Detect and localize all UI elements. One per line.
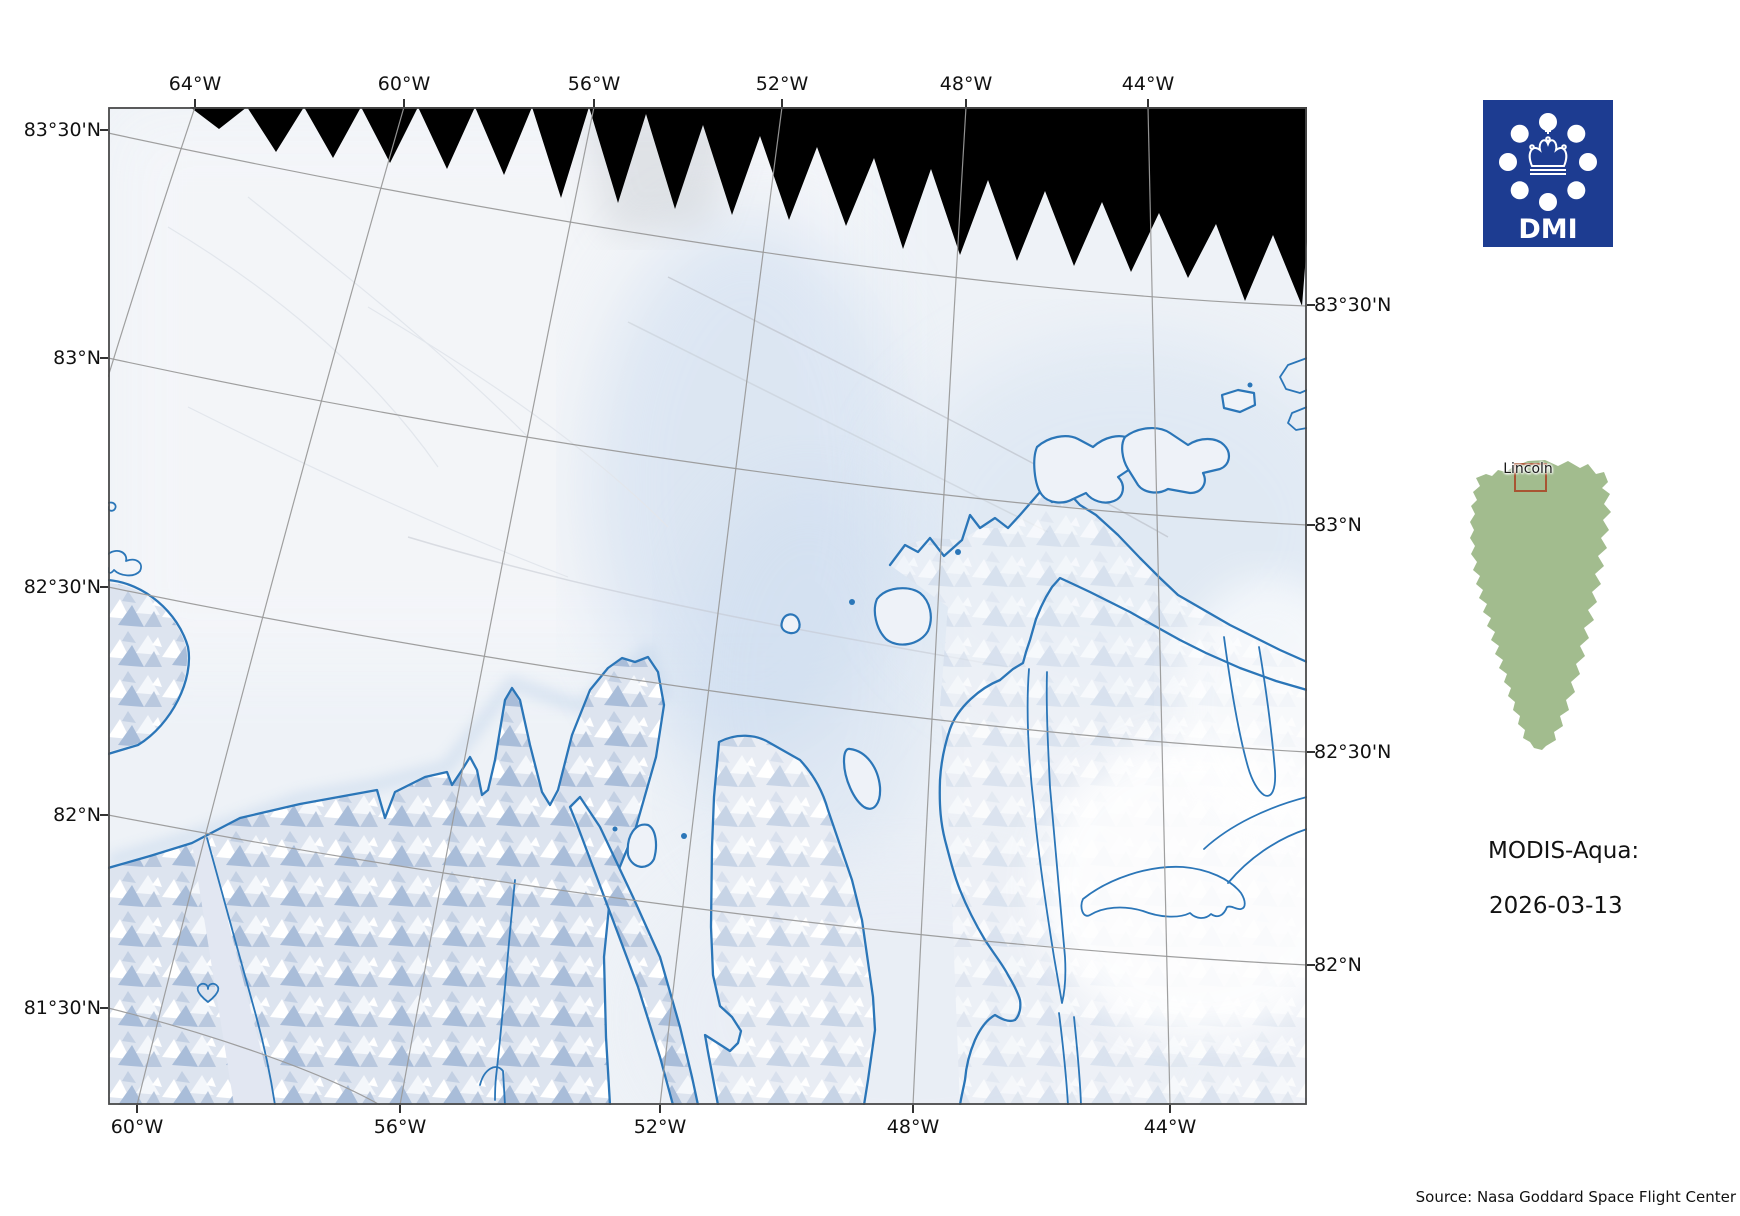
greenland-inset-map [1470, 460, 1611, 750]
bottom-tick-label: 56°W [373, 1116, 427, 1138]
tick-mark [136, 1105, 138, 1113]
tick-mark [1147, 99, 1149, 107]
greenland-silhouette [1470, 460, 1611, 750]
bottom-tick-label: 48°W [886, 1116, 940, 1138]
tick-mark [100, 357, 108, 359]
source-credit: Source: Nasa Goddard Space Flight Center [1415, 1188, 1736, 1206]
tick-mark [100, 814, 108, 816]
top-tick-label: 56°W [567, 73, 621, 95]
blade-ridge-peninsula [568, 795, 700, 1105]
left-tick-label: 83°N [53, 347, 101, 369]
right-tick-label: 82°N [1314, 954, 1362, 976]
product-date: 2026-03-13 [1489, 893, 1623, 919]
graticule-grid [108, 107, 1307, 1105]
left-tick-label: 82°N [53, 804, 101, 826]
tick-mark [1307, 524, 1315, 526]
tick-mark [781, 99, 783, 107]
tick-mark [912, 1105, 914, 1113]
top-tick-label: 44°W [1121, 73, 1175, 95]
dmi-logo-text: DMI [1518, 214, 1577, 245]
tick-mark [100, 1007, 108, 1009]
tick-mark [593, 99, 595, 107]
crown-icon [1528, 128, 1568, 175]
fjord-coastlines [888, 490, 1307, 1105]
satellite-map [108, 107, 1307, 1105]
left-dome-cape [108, 501, 191, 756]
bottom-tick-label: 52°W [633, 1116, 687, 1138]
tick-mark [659, 1105, 661, 1113]
tick-mark [194, 99, 196, 107]
west-landmass [108, 644, 672, 1105]
top-tick-label: 48°W [939, 73, 993, 95]
nodata-zigzag [190, 107, 1307, 306]
top-right-islands [955, 357, 1307, 555]
left-tick-label: 83°30'N [23, 119, 101, 141]
tick-mark [403, 99, 405, 107]
left-tick-label: 82°30'N [23, 576, 101, 598]
dmi-logo: DMI [1483, 100, 1613, 247]
tick-mark [965, 99, 967, 107]
left-tick-label: 81°30'N [23, 997, 101, 1019]
inset-region-box [1514, 463, 1547, 492]
map-frame [108, 107, 1307, 1105]
bottom-tick-label: 44°W [1143, 1116, 1197, 1138]
small-islands [612, 587, 932, 868]
tick-mark [1307, 751, 1315, 753]
tick-mark [1169, 1105, 1171, 1113]
bottom-tick-label: 60°W [110, 1116, 164, 1138]
right-tick-label: 83°30'N [1314, 294, 1392, 316]
tick-mark [1307, 304, 1315, 306]
dmi-logo-graphic: DMI [1483, 100, 1613, 247]
tick-mark [399, 1105, 401, 1113]
right-tick-label: 82°30'N [1314, 741, 1392, 763]
right-tick-label: 83°N [1314, 514, 1362, 536]
top-tick-label: 60°W [377, 73, 431, 95]
tick-mark [100, 586, 108, 588]
tick-mark [1307, 964, 1315, 966]
top-tick-label: 64°W [168, 73, 222, 95]
inset-region-label: Lincoln [1503, 461, 1553, 477]
top-tick-label: 52°W [755, 73, 809, 95]
tick-mark [100, 129, 108, 131]
product-name: MODIS-Aqua: [1488, 838, 1640, 864]
dmi-dots-icon [1499, 113, 1597, 211]
